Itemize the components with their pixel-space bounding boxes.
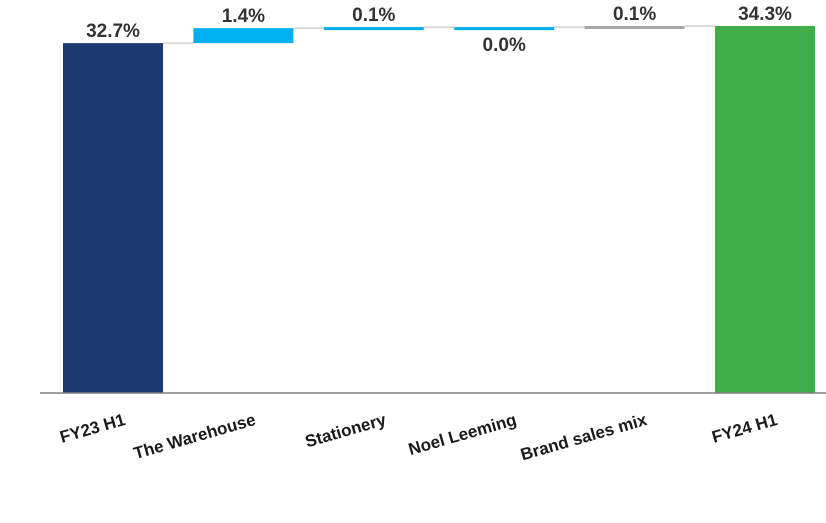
bar-fy24-h1 [715,26,815,393]
value-label: 0.1% [352,5,395,26]
category-label: FY23 H1 [58,410,128,447]
bar-group [63,26,815,393]
value-label: 32.7% [86,21,140,42]
bar-noel-leeming [454,27,555,31]
category-label: FY24 H1 [710,410,780,447]
connector-lines [163,25,715,44]
value-labels: 32.7% 1.4% 0.1% 0.0% 0.1% 34.3% [86,4,792,56]
value-label: 34.3% [738,4,792,25]
category-label: Stationery [303,410,389,451]
value-label: 1.4% [222,6,265,27]
bar-fy23-h1 [63,43,163,393]
value-label: 0.0% [483,35,526,56]
bar-stationery [323,27,424,31]
category-labels: FY23 H1 The Warehouse Stationery Noel Leemi… [58,410,780,464]
value-label: 0.1% [613,4,656,25]
category-label: Brand sales mix [518,410,649,464]
bar-brand-sales-mix [584,26,685,29]
category-label: The Warehouse [131,410,257,463]
category-label: Noel Leeming [406,410,518,459]
bar-the-warehouse [193,28,294,44]
